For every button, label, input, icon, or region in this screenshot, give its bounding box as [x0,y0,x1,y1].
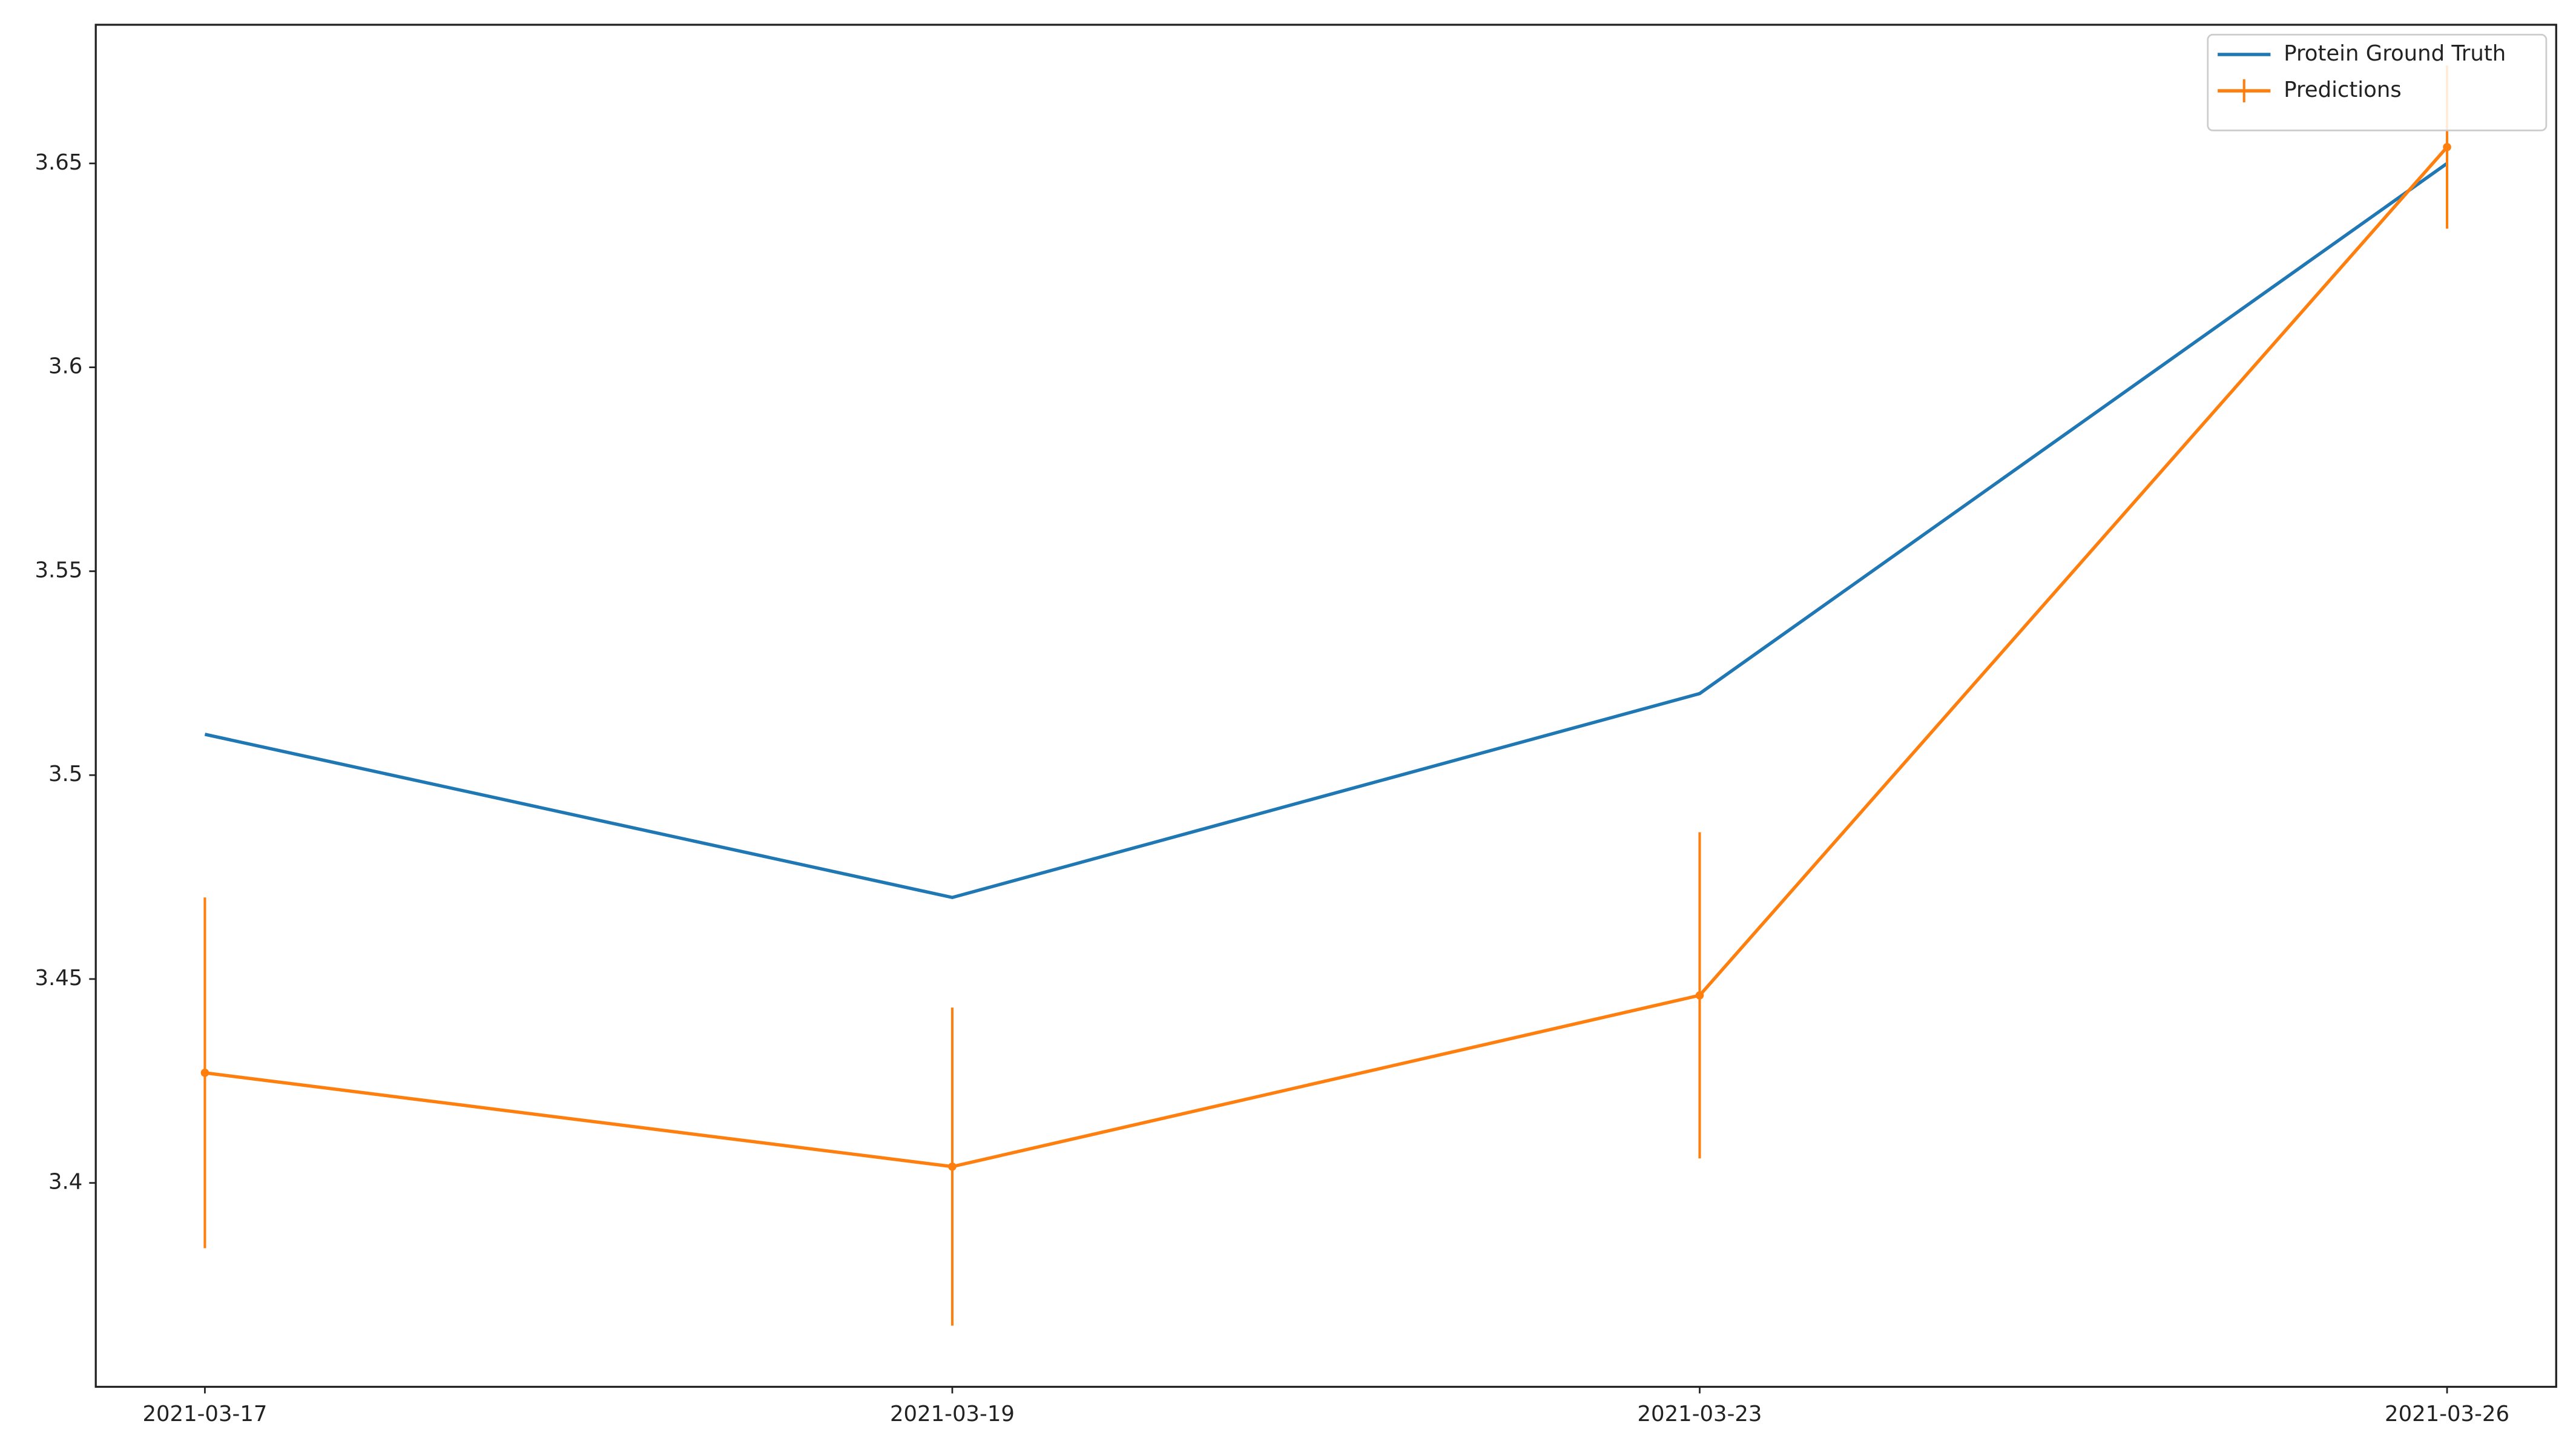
y-tick-label: 3.6 [48,354,82,379]
point [2443,143,2451,151]
y-tick-label: 3.5 [48,762,82,787]
point [1695,991,1704,1000]
point [948,1162,957,1171]
y-tick-label: 3.45 [35,966,82,991]
x-tick-label: 2021-03-23 [1638,1402,1762,1426]
y-tick-label: 3.65 [35,150,82,175]
legend-label: Protein Ground Truth [2284,41,2506,66]
y-tick-label: 3.4 [48,1170,82,1195]
x-tick-label: 2021-03-17 [142,1402,267,1426]
x-tick-label: 2021-03-26 [2385,1402,2509,1426]
legend-box [2207,33,2548,131]
point [200,1069,209,1077]
series-line [204,162,2448,900]
x-tick-label: 2021-03-19 [890,1402,1015,1426]
plot-frame [94,24,2557,1388]
series-line [205,146,2449,1169]
y-tick-label: 3.55 [35,558,82,582]
legend-label: Predictions [2284,78,2402,102]
